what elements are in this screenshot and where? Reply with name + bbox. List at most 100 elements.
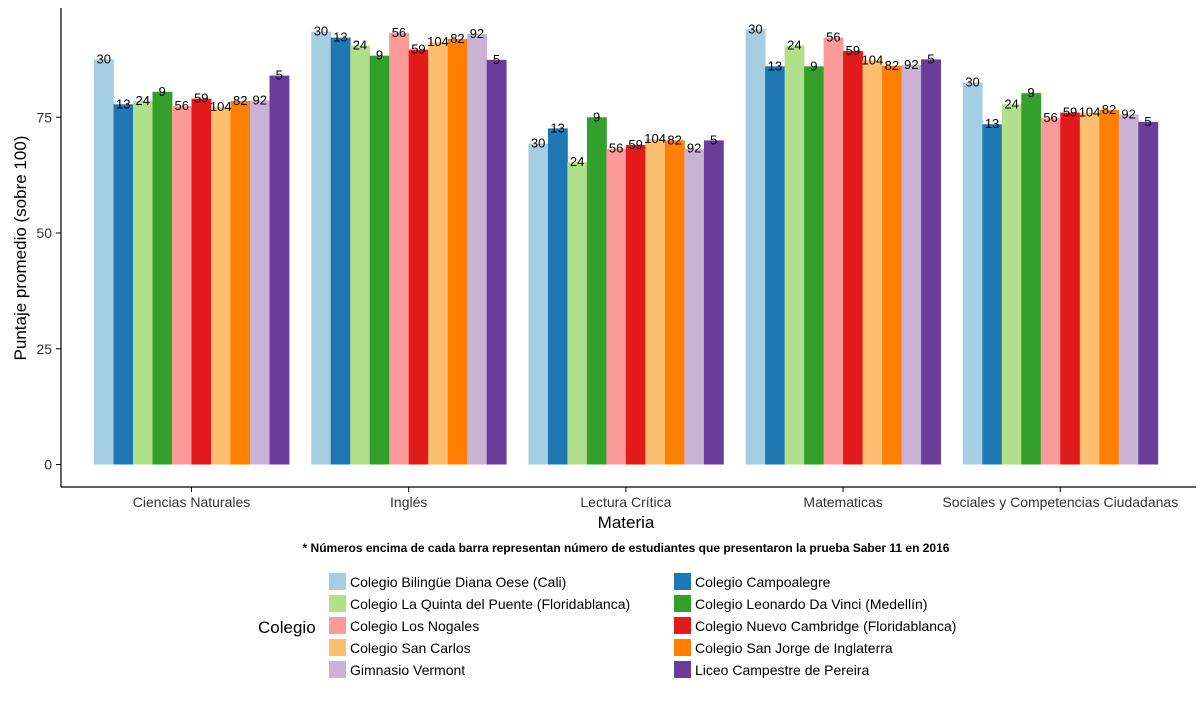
bar-count-label: 24	[353, 37, 367, 52]
bar	[962, 82, 983, 465]
bar-count-label: 59	[628, 137, 642, 152]
bar	[389, 32, 410, 465]
bar	[428, 42, 449, 465]
bar-count-label: 9	[1027, 85, 1034, 100]
bar	[486, 59, 507, 465]
bar	[1040, 118, 1061, 465]
bar	[1079, 112, 1100, 465]
bar	[172, 106, 192, 465]
bar-count-label: 104	[861, 52, 883, 67]
y-tick-label: 50	[36, 225, 52, 241]
legend-label: Colegio San Jorge de Inglaterra	[695, 640, 893, 656]
legend-label: Gimnasio Vermont	[350, 662, 465, 678]
bar-count-label: 56	[1043, 110, 1057, 125]
bar-count-label: 13	[550, 120, 564, 135]
bar-count-label: 104	[210, 99, 232, 114]
bar-count-label: 104	[427, 34, 449, 49]
bar-count-label: 5	[1144, 114, 1151, 129]
bar-count-label: 24	[1004, 96, 1018, 111]
bars	[94, 29, 1159, 465]
bar-count-label: 92	[253, 93, 267, 108]
legend: Colegio Bilingüe Diana Oese (Cali) Colegi…	[329, 573, 956, 678]
bar-count-label: 5	[710, 132, 717, 147]
x-tick-label: Sociales y Competencias Ciudadanas	[942, 494, 1178, 510]
bar-count-label: 92	[904, 57, 918, 72]
legend-item: Colegio San Carlos	[329, 639, 471, 656]
bar	[765, 66, 785, 465]
legend-title: Colegio	[258, 618, 316, 637]
bar	[447, 39, 468, 465]
bar-count-label: 5	[493, 52, 500, 67]
bar	[133, 101, 153, 465]
legend-item: Colegio La Quinta del Puente (Floridabla…	[329, 595, 630, 612]
bar	[1138, 121, 1159, 465]
legend-swatch	[674, 617, 691, 634]
bar	[152, 91, 173, 465]
footnote: * Números encima de cada barra represent…	[303, 541, 950, 555]
bar-count-label: 24	[570, 154, 584, 169]
bar	[567, 162, 588, 465]
bar-count-label: 9	[810, 58, 817, 73]
legend-label: Colegio Los Nogales	[350, 618, 479, 634]
bar-count-label: 82	[233, 93, 247, 108]
legend-label: Colegio San Carlos	[350, 640, 471, 656]
bar-count-label: 30	[97, 51, 111, 66]
bar-count-label: 92	[470, 26, 484, 41]
bar	[350, 45, 371, 465]
bar-count-label: 104	[1079, 105, 1101, 120]
legend-swatch	[674, 639, 691, 656]
bar-count-label: 82	[885, 58, 899, 73]
bar	[211, 107, 231, 465]
legend-item: Colegio Leonardo Da Vinci (Medellín)	[674, 595, 927, 612]
bar	[269, 75, 290, 465]
y-axis-title: Puntaje promedio (sobre 100)	[11, 136, 30, 361]
bar	[921, 59, 941, 465]
legend-swatch	[329, 573, 346, 590]
bar-count-label: 56	[392, 25, 406, 40]
bar	[664, 140, 685, 465]
bar-count-label: 59	[194, 91, 208, 106]
y-tick-label: 75	[36, 109, 52, 125]
bar-count-label: 82	[1102, 102, 1116, 117]
legend-label: Colegio Campoalegre	[695, 574, 831, 590]
bar	[982, 124, 1003, 465]
legend-item: Colegio Campoalegre	[674, 573, 831, 590]
bar-count-label: 9	[376, 48, 383, 63]
bar	[586, 117, 607, 465]
bar	[804, 66, 824, 465]
bar	[330, 37, 351, 465]
bar	[1060, 112, 1081, 465]
bar	[645, 139, 666, 465]
bar	[684, 148, 705, 465]
bar-count-label: 13	[985, 116, 999, 131]
y-tick-label: 0	[44, 457, 52, 473]
bar	[823, 37, 844, 465]
bar	[625, 145, 646, 465]
bar-count-label: 24	[787, 37, 801, 52]
bar-count-label: 30	[748, 21, 762, 36]
bar	[230, 101, 251, 465]
bar-count-label: 13	[116, 96, 130, 111]
bar	[311, 31, 332, 465]
legend-swatch	[674, 661, 691, 678]
bar	[408, 49, 429, 465]
bar-count-label: 9	[159, 84, 166, 99]
bar	[843, 51, 863, 465]
bar-count-label: 56	[609, 141, 623, 156]
bar-count-label: 56	[175, 98, 189, 113]
bar-count-label: 30	[965, 75, 979, 90]
bar-count-label: 92	[687, 141, 701, 156]
bar-count-label: 30	[531, 136, 545, 151]
legend-swatch	[329, 617, 346, 634]
bar-count-label: 92	[1121, 106, 1135, 121]
bar-count-label: 56	[826, 30, 840, 45]
bar	[1118, 114, 1139, 465]
bar-count-label: 30	[314, 24, 328, 39]
legend-swatch	[329, 661, 346, 678]
bar	[191, 98, 212, 465]
bar-count-label: 13	[333, 30, 347, 45]
bar	[784, 45, 805, 465]
y-tick-label: 25	[36, 341, 52, 357]
